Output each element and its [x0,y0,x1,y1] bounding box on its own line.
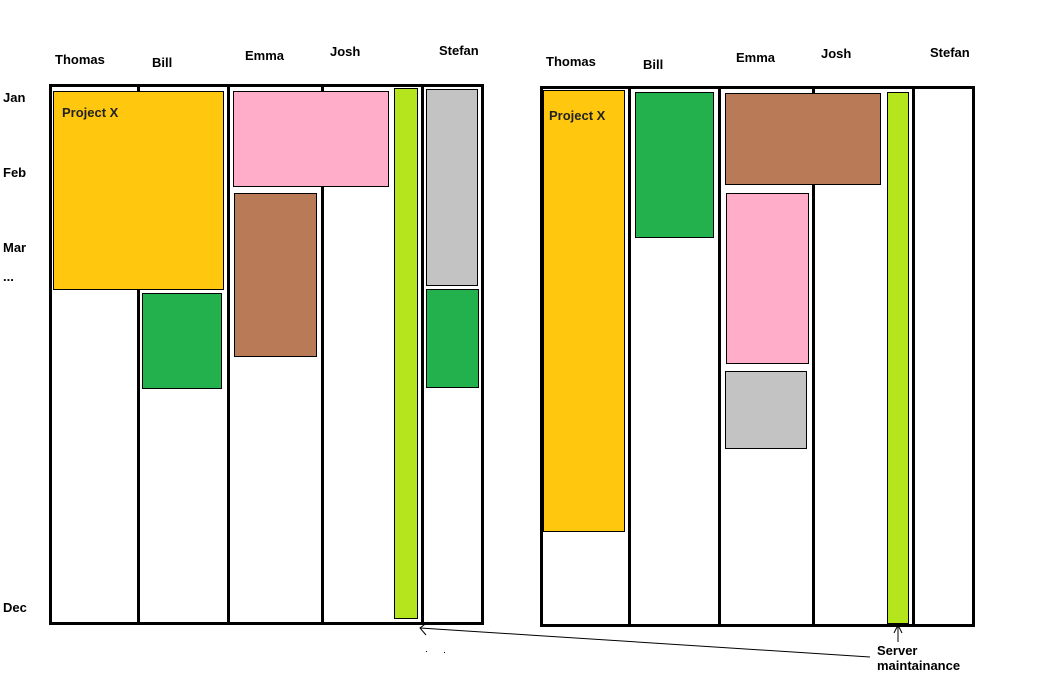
right-gray-block [725,371,807,449]
right-person-josh: Josh [821,46,852,61]
right-brown-block [725,93,881,185]
left-person-thomas: Thomas [55,52,105,67]
left-column-divider [137,84,140,625]
month-label-feb: Feb [3,165,27,180]
arrow-head-left [419,621,429,636]
left-project-x-label: Project X [62,105,119,120]
annotation-text-maintainance: maintainance [877,658,961,673]
left-green-block-stefan [426,289,479,388]
left-person-stefan: Stefan [439,43,479,58]
right-person-bill: Bill [643,57,664,72]
right-server-maintenance-bar [887,92,909,624]
left-server-maintenance-bar [394,88,418,619]
right-column-divider [812,86,815,627]
right-project-x-label: Project X [549,108,606,123]
right-column-divider [718,86,721,627]
left-project-x-block: Project X [53,91,224,290]
right-project-x-block: Project X [543,90,625,532]
month-label-ellipsis: ... [3,269,14,284]
left-gray-block [426,89,478,286]
right-column-divider [628,86,631,627]
left-person-josh: Josh [330,44,361,59]
right-person-stefan: Stefan [930,45,970,60]
left-column-divider [321,84,324,625]
annotation-text-server: Server [877,643,918,658]
month-label-jan: Jan [3,90,26,105]
right-green-block-bill [635,92,714,238]
right-person-thomas: Thomas [546,54,596,69]
left-person-bill: Bill [152,55,173,70]
left-column-divider [421,84,424,625]
left-green-block-bill [142,293,222,389]
stray-dot [426,651,427,652]
left-column-divider [227,84,230,625]
left-person-emma: Emma [245,48,285,63]
arrow-head-right [893,623,903,634]
stray-dot [444,652,445,653]
month-label-mar: Mar [3,240,27,255]
month-label-dec: Dec [3,600,27,615]
right-pink-block [726,193,809,364]
right-column-divider [912,86,915,627]
right-person-emma: Emma [736,50,776,65]
left-brown-block [234,193,317,357]
annotation-line [419,627,871,658]
left-pink-block [233,91,389,187]
